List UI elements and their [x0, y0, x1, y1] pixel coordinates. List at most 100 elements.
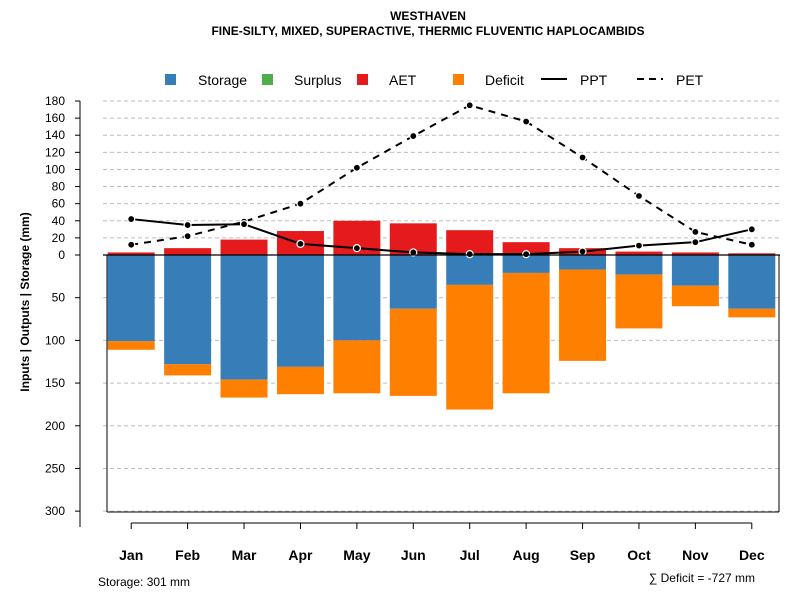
deficit-bar: [559, 269, 607, 361]
legend-label-pet: PET: [676, 72, 704, 88]
storage-bar: [220, 255, 268, 380]
legend-label-deficit: Deficit: [485, 72, 524, 88]
deficit-bar: [333, 340, 381, 394]
ppt-point: [747, 225, 756, 234]
y-tick-label: 100: [45, 333, 65, 347]
y-tick-label: 0: [58, 248, 65, 262]
aet-bar: [107, 252, 155, 255]
x-tick-label: Sep: [570, 547, 596, 563]
storage-bar: [615, 255, 663, 275]
pet-point: [691, 227, 700, 236]
pet-point: [352, 163, 361, 172]
y-tick-label: 180: [45, 94, 65, 108]
y-tick-label: 250: [45, 461, 65, 475]
ppt-point: [183, 220, 192, 230]
deficit-bar: [502, 272, 550, 394]
deficit-bar: [389, 308, 437, 396]
y-tick-label: 50: [52, 291, 66, 305]
pet-point: [522, 117, 531, 126]
x-tick-label: Apr: [288, 547, 313, 563]
y-tick-label: 160: [45, 111, 65, 125]
ppt-point: [465, 250, 474, 259]
ppt-point: [296, 239, 305, 248]
x-tick-label: Jun: [401, 547, 426, 563]
x-tick-label: Feb: [175, 547, 200, 563]
pet-point: [747, 240, 756, 249]
aet-bar: [164, 248, 212, 255]
storage-bar: [164, 255, 212, 365]
x-tick-label: Oct: [627, 547, 651, 563]
y-tick-label: 60: [52, 197, 66, 211]
x-tick-label: Mar: [232, 547, 257, 563]
chart-subtitle: FINE-SILTY, MIXED, SUPERACTIVE, THERMIC …: [211, 24, 644, 38]
storage-bar: [502, 255, 550, 273]
pet-point: [127, 240, 136, 249]
y-tick-label: 200: [45, 419, 65, 433]
bars: [107, 220, 776, 410]
x-tick-label: Jul: [460, 547, 480, 563]
x-tick-label: Aug: [513, 547, 540, 563]
footer-deficit: ∑ Deficit = -727 mm: [649, 571, 755, 585]
ppt-point: [578, 247, 587, 256]
storage-bar: [276, 255, 324, 367]
y-tick-label: 100: [45, 162, 65, 176]
ppt-point: [634, 241, 644, 250]
legend-label-surplus: Surplus: [294, 72, 341, 88]
storage-bar: [107, 255, 155, 342]
y-axis-label: Inputs | Outputs | Storage (mm): [18, 212, 32, 391]
deficit-bar: [164, 364, 212, 376]
ppt-line: [131, 218, 753, 256]
pet-point: [578, 153, 587, 162]
ppt-point: [522, 250, 531, 259]
y-tick-label: 40: [52, 214, 66, 228]
footer-storage: Storage: 301 mm: [98, 575, 190, 589]
storage-bar: [333, 255, 381, 341]
aet-bar: [502, 242, 550, 255]
deficit-bar: [220, 379, 268, 398]
pet-point: [465, 101, 474, 110]
chart-title: WESTHAVEN: [390, 9, 466, 23]
storage-bar: [671, 255, 719, 286]
legend: Storage Surplus AET Deficit PPT PET: [165, 72, 704, 88]
ppt-point: [352, 244, 361, 253]
deficit-bar: [728, 308, 776, 318]
pet-point: [296, 199, 305, 208]
legend-label-aet: AET: [389, 72, 417, 88]
deficit-bar: [615, 274, 663, 329]
storage-bar: [728, 255, 776, 309]
aet-bar: [220, 239, 268, 255]
y-tick-label: 20: [52, 231, 66, 245]
aet-bar: [671, 252, 719, 255]
legend-label-storage: Storage: [198, 72, 247, 88]
ppt-point: [691, 238, 700, 247]
y-tick-label: 140: [45, 128, 65, 142]
pet-point: [634, 191, 644, 201]
legend-swatch-aet: [357, 74, 368, 85]
deficit-bar: [107, 341, 155, 350]
ppt-point: [239, 220, 249, 229]
legend-swatch-deficit: [453, 74, 464, 85]
legend-label-ppt: PPT: [580, 72, 608, 88]
ppt-point: [409, 248, 418, 257]
pet-point: [409, 131, 418, 141]
y-tick-label: 300: [45, 504, 65, 518]
y-tick-label: 80: [52, 180, 66, 194]
deficit-bar: [276, 366, 324, 395]
ppt-point: [127, 214, 136, 224]
aet-bar: [615, 251, 663, 255]
pet-point: [183, 232, 192, 241]
x-tick-label: Nov: [682, 547, 709, 563]
deficit-bar: [446, 284, 494, 410]
storage-bar: [446, 255, 494, 285]
axes: 1801601401201008060402005010015020025030…: [45, 94, 780, 563]
series-lines: [127, 101, 756, 259]
storage-bar: [559, 255, 607, 270]
y-tick-label: 150: [45, 376, 65, 390]
x-tick-label: Dec: [739, 547, 765, 563]
x-tick-label: Jan: [119, 547, 143, 563]
storage-bar: [389, 255, 437, 309]
aet-bar: [728, 253, 776, 255]
legend-swatch-surplus: [262, 74, 273, 85]
legend-swatch-storage: [165, 74, 176, 85]
grid-lines: [103, 100, 780, 512]
